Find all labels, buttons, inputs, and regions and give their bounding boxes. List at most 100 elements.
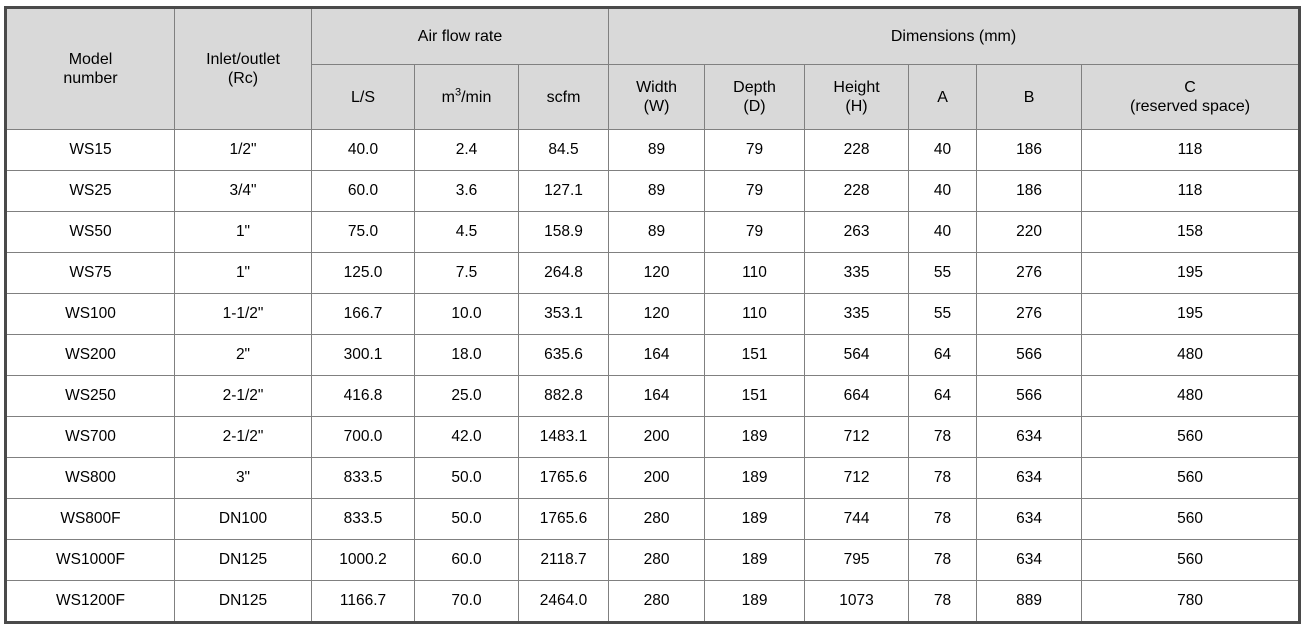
dim-c-cell: 195 [1081, 293, 1301, 335]
flow-ls-cell: 833.5 [311, 457, 415, 499]
flow-m3min-cell: 42.0 [414, 416, 519, 458]
height-cell: 795 [804, 539, 910, 581]
table-body: WS15 1/2" 40.0 2.4 84.5 89 79 228 40 186… [5, 129, 1301, 623]
flow-ls-cell: 40.0 [311, 129, 415, 171]
model-number-cell: WS1200F [5, 580, 175, 623]
height-cell: 664 [804, 375, 910, 417]
flow-ls-cell: 1000.2 [311, 539, 415, 581]
model-number-cell: WS15 [5, 129, 175, 171]
column-header-inlet-outlet: Inlet/outlet (Rc) [174, 7, 312, 130]
column-header-c-reserved-space: C (reserved space) [1081, 64, 1301, 130]
column-header-scfm: scfm [517, 64, 610, 130]
header-line: number [63, 70, 118, 87]
dim-a-cell: 64 [908, 375, 978, 417]
table-row: WS800 3" 833.5 50.0 1765.6 200 189 712 7… [5, 457, 1301, 499]
dim-a-cell: 55 [908, 252, 978, 294]
flow-m3min-cell: 50.0 [414, 498, 519, 540]
table-row: WS25 3/4" 60.0 3.6 127.1 89 79 228 40 18… [5, 170, 1301, 212]
flow-scfm-cell: 2464.0 [517, 580, 610, 623]
table-row: WS1000F DN125 1000.2 60.0 2118.7 280 189… [5, 539, 1301, 581]
inlet-outlet-cell: DN100 [174, 498, 312, 540]
inlet-outlet-cell: 2" [174, 334, 312, 376]
column-header-height: Height (H) [804, 64, 910, 130]
dim-b-cell: 276 [976, 293, 1083, 335]
flow-ls-cell: 125.0 [311, 252, 415, 294]
header-line: Depth [733, 79, 776, 96]
dim-b-cell: 186 [976, 170, 1083, 212]
flow-scfm-cell: 353.1 [517, 293, 610, 335]
height-cell: 335 [804, 293, 910, 335]
flow-ls-cell: 60.0 [311, 170, 415, 212]
flow-m3min-cell: 25.0 [414, 375, 519, 417]
header-row-units: L/S m3/min scfm Width (W) Depth (D) Heig… [6, 64, 1301, 130]
dim-a-cell: 64 [908, 334, 978, 376]
table-row: WS100 1-1/2" 166.7 10.0 353.1 120 110 33… [5, 293, 1301, 335]
flow-scfm-cell: 2118.7 [517, 539, 610, 581]
height-cell: 228 [804, 129, 910, 171]
dim-c-cell: 560 [1081, 539, 1301, 581]
model-number-cell: WS75 [5, 252, 175, 294]
width-cell: 200 [608, 416, 706, 458]
inlet-outlet-cell: DN125 [174, 580, 312, 623]
inlet-outlet-cell: DN125 [174, 539, 312, 581]
width-cell: 89 [608, 129, 706, 171]
inlet-outlet-cell: 1-1/2" [174, 293, 312, 335]
depth-cell: 110 [704, 252, 806, 294]
model-number-cell: WS800F [5, 498, 175, 540]
group-header-dimensions: Dimensions (mm) [608, 7, 1301, 65]
dim-b-cell: 634 [976, 416, 1083, 458]
table-row: WS800F DN100 833.5 50.0 1765.6 280 189 7… [5, 498, 1301, 540]
header-row-groups: Model number Inlet/outlet (Rc) Air flow … [5, 7, 1301, 130]
flow-m3min-cell: 2.4 [414, 129, 519, 171]
height-cell: 744 [804, 498, 910, 540]
dim-b-cell: 634 [976, 457, 1083, 499]
unit-text: m [441, 88, 455, 106]
model-number-cell: WS25 [5, 170, 175, 212]
depth-cell: 189 [704, 539, 806, 581]
model-number-cell: WS250 [5, 375, 175, 417]
model-number-cell: WS100 [5, 293, 175, 335]
dim-c-cell: 158 [1081, 211, 1301, 253]
dim-c-cell: 560 [1081, 457, 1301, 499]
width-cell: 280 [608, 539, 706, 581]
width-cell: 120 [608, 293, 706, 335]
dim-c-cell: 195 [1081, 252, 1301, 294]
header-line: Height [833, 79, 880, 96]
model-number-cell: WS700 [5, 416, 175, 458]
dim-c-cell: 560 [1081, 416, 1301, 458]
dim-a-cell: 78 [908, 457, 978, 499]
width-cell: 164 [608, 375, 706, 417]
flow-m3min-cell: 18.0 [414, 334, 519, 376]
flow-scfm-cell: 882.8 [517, 375, 610, 417]
dim-b-cell: 566 [976, 375, 1083, 417]
depth-cell: 79 [704, 211, 806, 253]
flow-scfm-cell: 1483.1 [517, 416, 610, 458]
dim-a-cell: 78 [908, 539, 978, 581]
flow-ls-cell: 75.0 [311, 211, 415, 253]
header-line: (D) [743, 98, 766, 115]
table-header: Model number Inlet/outlet (Rc) Air flow … [5, 7, 1301, 130]
flow-scfm-cell: 635.6 [517, 334, 610, 376]
dim-a-cell: 78 [908, 416, 978, 458]
height-cell: 335 [804, 252, 910, 294]
width-cell: 89 [608, 211, 706, 253]
depth-cell: 189 [704, 498, 806, 540]
dim-c-cell: 560 [1081, 498, 1301, 540]
flow-ls-cell: 300.1 [311, 334, 415, 376]
dim-b-cell: 566 [976, 334, 1083, 376]
dim-c-cell: 118 [1081, 129, 1301, 171]
depth-cell: 151 [704, 375, 806, 417]
table-row: WS250 2-1/2" 416.8 25.0 882.8 164 151 66… [5, 375, 1301, 417]
column-header-width: Width (W) [608, 64, 706, 130]
column-header-b: B [976, 64, 1083, 130]
header-line: (H) [845, 98, 868, 115]
column-header-depth: Depth (D) [704, 64, 806, 130]
column-header-a: A [908, 64, 978, 130]
dim-c-cell: 480 [1081, 375, 1301, 417]
dim-b-cell: 186 [976, 129, 1083, 171]
header-line: (W) [643, 98, 670, 115]
width-cell: 280 [608, 580, 706, 623]
inlet-outlet-cell: 1" [174, 211, 312, 253]
height-cell: 712 [804, 416, 910, 458]
depth-cell: 151 [704, 334, 806, 376]
